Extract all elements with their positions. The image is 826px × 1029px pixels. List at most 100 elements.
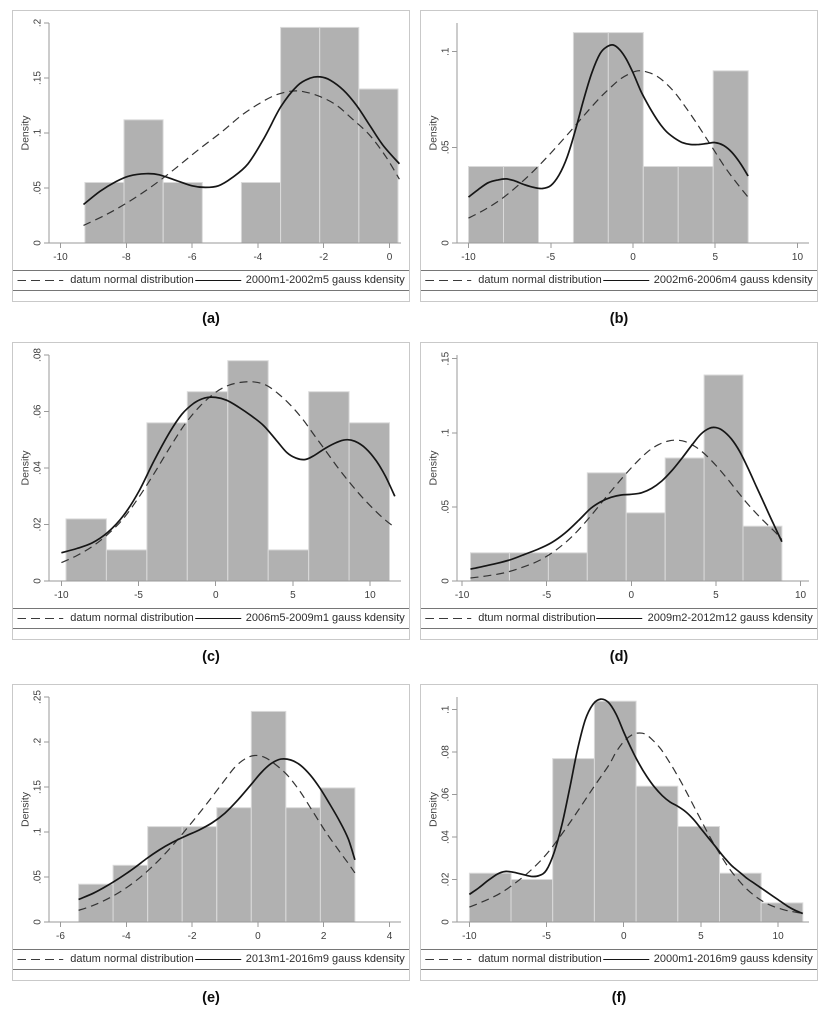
histogram-bar (348, 422, 391, 582)
y-tick-label: 0 (441, 578, 452, 584)
legend-c: datum normal distribution 2006m5-2009m1 … (13, 608, 409, 629)
dashed-line-sample (425, 279, 472, 282)
legend-label-kdensity: 2000m1-2016m9 gauss kdensity (653, 953, 813, 965)
legend-a: datum normal distribution 2000m1-2002m5 … (13, 270, 409, 291)
histogram-bar (162, 182, 203, 244)
x-tick-label: 5 (698, 931, 704, 942)
histogram-bar (319, 26, 360, 244)
histogram-bar (586, 472, 627, 582)
y-tick-label: .25 (33, 690, 44, 704)
chart-panel-e: 0 .05 .1 .15 .2 .25 -6 -4 -2 0 2 4 Density datum nor… (12, 684, 410, 981)
y-tick-label: .1 (441, 47, 452, 56)
normal-curve (83, 90, 400, 226)
histogram-plot-e: 0 .05 .1 .15 .2 .25 -6 -4 -2 0 2 4 Density (20, 690, 401, 942)
x-tick-label: -5 (134, 590, 143, 601)
chart-panel-a: 0 .05 .1 .15 .2 -10 -8 -6 -4 -2 0 Density datum nor… (12, 10, 410, 302)
y-tick-label: .05 (441, 140, 452, 154)
histogram-bar (677, 166, 714, 244)
kdensity-curve (470, 426, 783, 570)
kdensity-curve (467, 44, 749, 198)
y-axis-title: Density (20, 115, 32, 151)
y-tick-label: .04 (441, 830, 452, 844)
x-tick-label: 10 (795, 590, 807, 601)
x-tick-label: 10 (792, 252, 804, 263)
histogram-bar (642, 166, 679, 244)
histogram-bar (78, 883, 114, 923)
kdensity-curve (468, 698, 804, 915)
histogram-bar (547, 552, 588, 582)
solid-line-sample (194, 958, 241, 961)
solid-line-sample (194, 617, 241, 620)
normal-curve (469, 732, 803, 915)
x-tick-label: -5 (546, 252, 555, 263)
y-tick-label: .1 (441, 705, 452, 714)
histogram-bar (468, 166, 504, 244)
x-tick-label: 0 (630, 252, 636, 263)
panel-caption-a: (a) (202, 311, 220, 327)
legend-e: datum normal distribution 2013m1-2016m9 … (13, 949, 409, 970)
histogram-bar (468, 872, 512, 923)
y-tick-label: .1 (33, 128, 44, 137)
histogram-bar (308, 391, 350, 582)
x-tick-label: 0 (621, 931, 627, 942)
histogram-bar (186, 391, 229, 582)
histogram-plot-b: 0 .05 .1 -10 -5 0 5 10 Density (428, 23, 809, 263)
histogram-bar (625, 512, 666, 582)
x-tick-label: -10 (53, 252, 68, 263)
normal-curve (470, 439, 783, 579)
histogram-bar (635, 785, 679, 923)
y-tick-label: .06 (441, 787, 452, 801)
x-tick-label: 5 (712, 252, 718, 263)
y-tick-label: .04 (33, 461, 44, 475)
legend-d: dtum normal distribution 2009m2-2012m12 … (421, 608, 817, 629)
legend-f: datum normal distribution 2000m1-2016m9 … (421, 949, 817, 970)
y-tick-label: 0 (441, 919, 452, 925)
histogram-bar (607, 32, 644, 244)
histogram-bar (572, 32, 609, 244)
x-tick-label: 10 (365, 590, 377, 601)
legend-b: datum normal distribution 2002m6-2006m4 … (421, 270, 817, 291)
legend-label-kdensity: 2000m1-2002m5 gauss kdensity (245, 274, 405, 286)
kdensity-curve (61, 396, 396, 554)
histogram-bar (216, 807, 252, 923)
histogram-bar (267, 549, 310, 582)
histogram-bar (552, 758, 595, 923)
histogram-bar (105, 549, 148, 582)
histogram-bar (285, 807, 321, 923)
legend-label-kdensity: 2006m5-2009m1 gauss kdensity (245, 612, 405, 624)
x-tick-label: -5 (542, 931, 551, 942)
panel-caption-e: (e) (202, 990, 220, 1006)
histogram-bar (593, 700, 637, 923)
legend-label-kdensity: 2002m6-2006m4 gauss kdensity (653, 274, 813, 286)
normal-curve (468, 70, 749, 219)
y-tick-label: .05 (441, 500, 452, 514)
normal-curve (61, 381, 396, 564)
chart-panel-b: 0 .05 .1 -10 -5 0 5 10 Density datum normal dist… (420, 10, 818, 302)
x-tick-label: 5 (713, 590, 719, 601)
y-tick-label: .1 (441, 428, 452, 437)
y-tick-label: .08 (33, 348, 44, 362)
histogram-bar (503, 166, 539, 244)
histogram-bar (742, 525, 783, 582)
histogram-bar (181, 826, 218, 923)
x-tick-label: -2 (188, 931, 197, 942)
y-axis-title: Density (20, 791, 32, 827)
legend-label-normal: datum normal distribution (478, 953, 602, 965)
x-tick-label: -10 (54, 590, 69, 601)
legend-label-kdensity: 2009m2-2012m12 gauss kdensity (647, 612, 813, 624)
y-tick-label: .2 (33, 737, 44, 746)
kdensity-curve (82, 75, 401, 206)
panel-caption-d: (d) (609, 649, 629, 665)
solid-line-sample (602, 958, 649, 961)
x-tick-label: -6 (188, 252, 197, 263)
x-tick-label: 4 (387, 931, 393, 942)
legend-label-normal: datum normal distribution (70, 612, 194, 624)
y-tick-label: .05 (33, 181, 44, 195)
dashed-line-sample (425, 617, 472, 620)
legend-label-normal: datum normal distribution (70, 274, 194, 286)
x-tick-label: 0 (213, 590, 219, 601)
panel-caption-f: (f) (611, 990, 627, 1006)
histogram-bar (509, 552, 549, 582)
x-tick-label: -4 (122, 931, 131, 942)
solid-line-sample (596, 617, 643, 620)
